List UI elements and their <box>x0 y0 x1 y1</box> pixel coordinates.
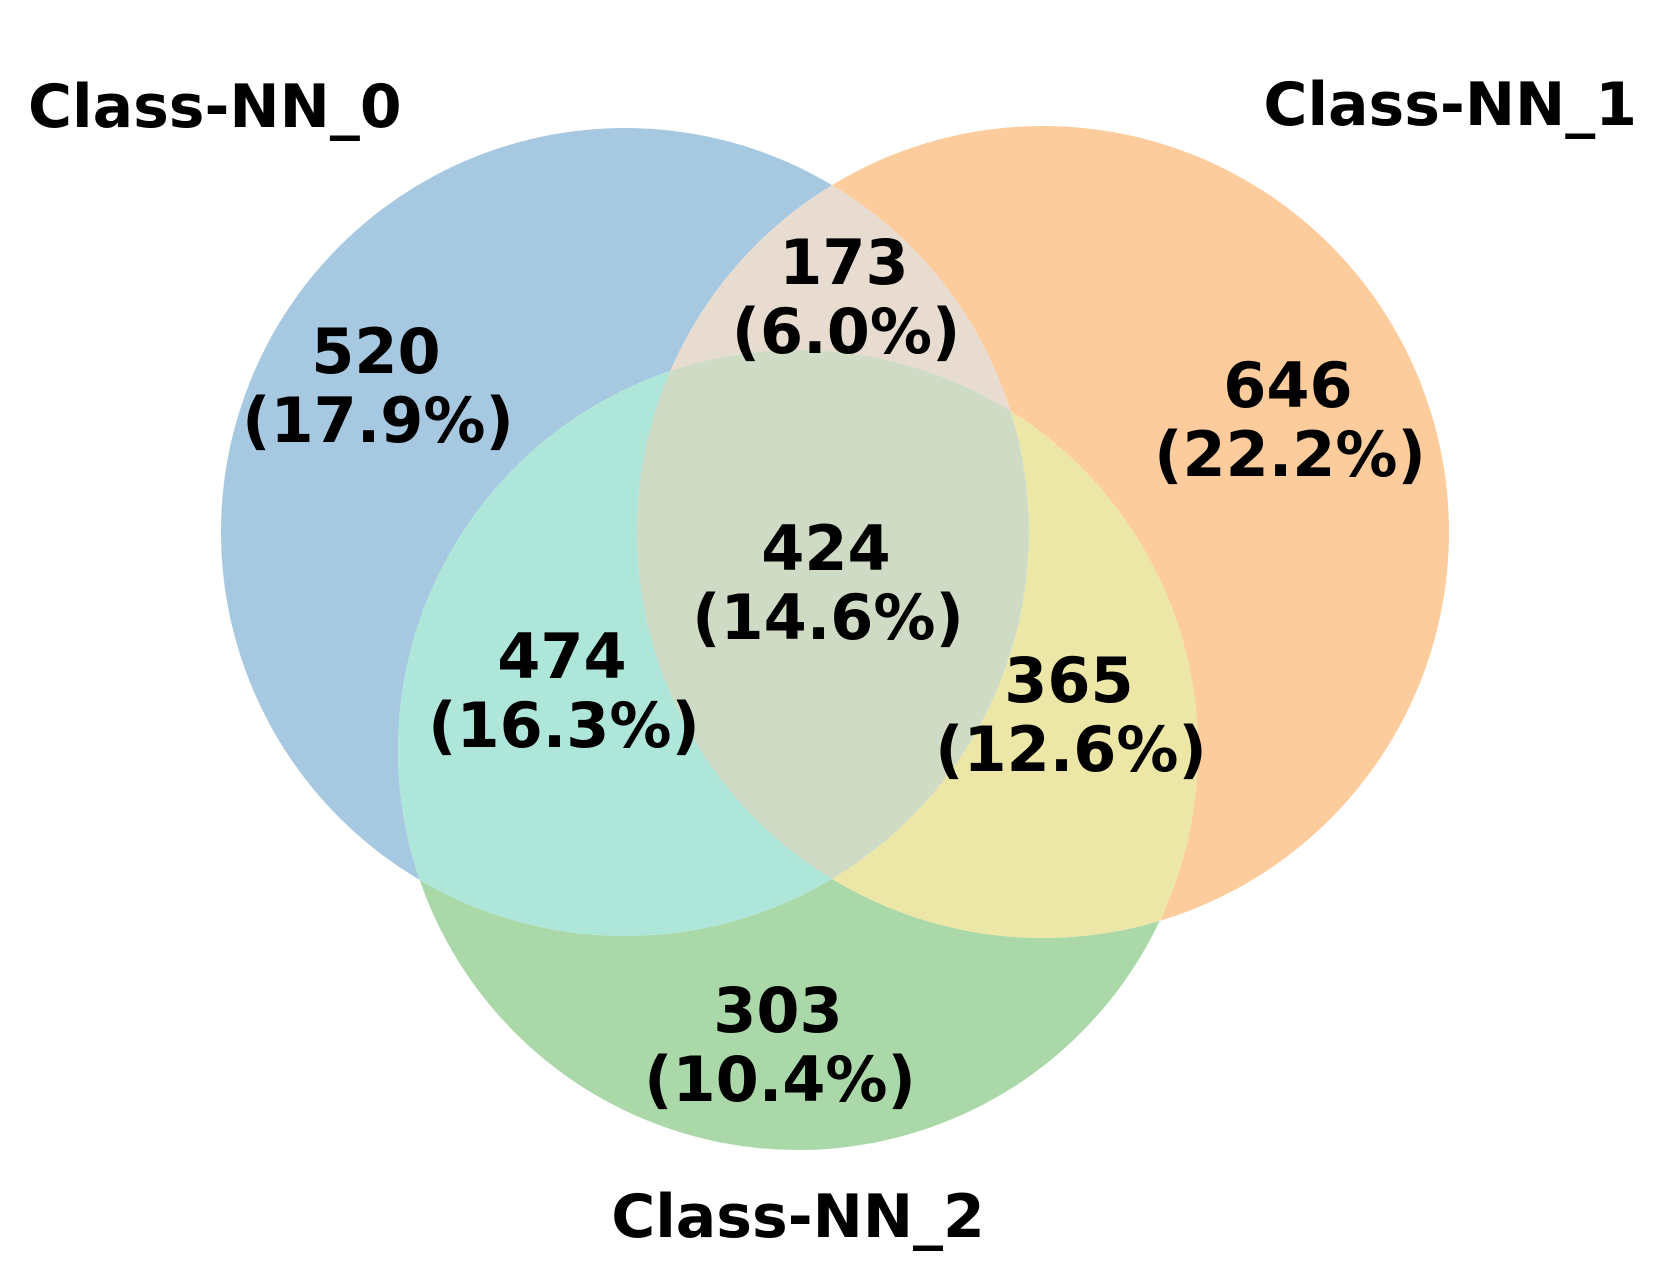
region-label-AB: 173 (6.0%) <box>732 226 961 368</box>
region-percent-AC: (16.3%) <box>428 689 700 762</box>
region-percent-B_only: (22.2%) <box>1154 418 1426 491</box>
region-percent-ABC: (14.6%) <box>692 581 964 654</box>
region-count-ABC: 424 <box>761 512 890 585</box>
region-label-ABC: 424 (14.6%) <box>692 512 964 654</box>
region-count-AC: 474 <box>497 620 626 693</box>
region-label-BC: 365 (12.6%) <box>935 644 1207 786</box>
region-label-A_only: 520 (17.9%) <box>242 315 514 457</box>
region-count-C_only: 303 <box>713 974 842 1047</box>
region-label-C_only: 303 (10.4%) <box>644 974 916 1116</box>
region-count-A_only: 520 <box>311 315 440 388</box>
region-ABC-shape <box>637 350 1029 936</box>
set-label-class-nn-0: Class-NN_0 <box>28 72 402 142</box>
set-label-class-nn-1: Class-NN_1 <box>1263 70 1637 140</box>
region-count-B_only: 646 <box>1223 349 1352 422</box>
region-label-AC: 474 (16.3%) <box>428 620 700 762</box>
set-label-class-nn-2: Class-NN_2 <box>611 1182 985 1252</box>
region-percent-C_only: (10.4%) <box>644 1043 916 1116</box>
region-percent-BC: (12.6%) <box>935 713 1207 786</box>
region-label-B_only: 646 (22.2%) <box>1154 349 1426 491</box>
region-count-AB: 173 <box>779 226 908 299</box>
region-percent-A_only: (17.9%) <box>242 384 514 457</box>
region-percent-AB: (6.0%) <box>732 295 961 368</box>
region-count-BC: 365 <box>1004 644 1133 717</box>
